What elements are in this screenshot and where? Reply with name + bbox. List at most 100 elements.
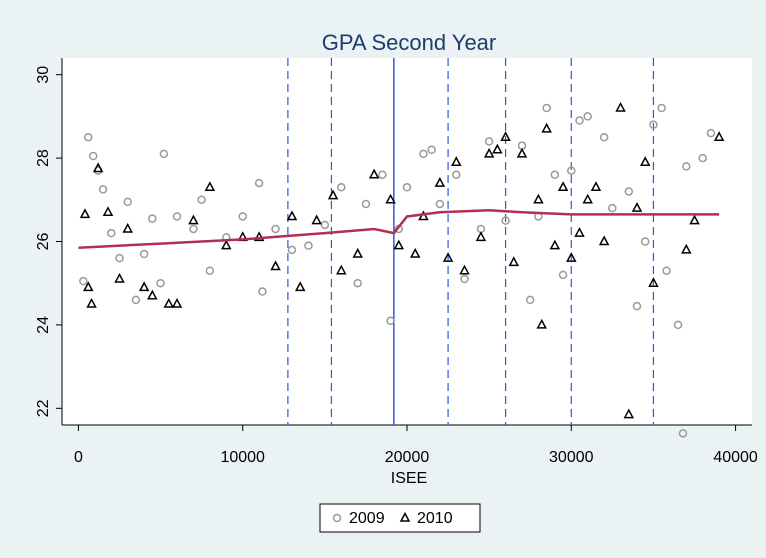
- point: [508, 256, 520, 267]
- legend-label: 2010: [417, 510, 453, 527]
- point: [254, 178, 264, 188]
- point: [574, 227, 585, 237]
- point: [271, 224, 280, 234]
- point: [623, 408, 635, 419]
- x-tick-label: 20000: [385, 449, 430, 466]
- chart-title: GPA Second Year: [322, 30, 497, 55]
- point: [79, 208, 91, 219]
- point: [492, 143, 503, 154]
- y-tick-label: 22: [35, 399, 52, 417]
- point: [689, 214, 700, 225]
- point: [86, 297, 97, 308]
- point: [253, 231, 265, 242]
- x-axis-label: ISEE: [391, 470, 427, 487]
- point: [434, 177, 446, 187]
- point: [682, 162, 691, 171]
- point: [102, 206, 114, 217]
- point: [393, 239, 405, 250]
- point: [123, 197, 132, 207]
- point: [189, 224, 198, 234]
- point: [624, 187, 634, 196]
- point: [148, 214, 157, 223]
- point: [114, 272, 125, 283]
- point: [172, 212, 182, 221]
- point: [706, 128, 716, 138]
- point: [640, 237, 650, 246]
- legend: [319, 503, 481, 533]
- point: [631, 202, 643, 212]
- point: [632, 301, 642, 311]
- point: [427, 145, 436, 154]
- point: [361, 199, 371, 209]
- point: [311, 214, 322, 225]
- point: [83, 281, 94, 292]
- point: [159, 149, 169, 159]
- legend-marker: [399, 511, 411, 522]
- point: [549, 239, 561, 250]
- point: [713, 131, 725, 141]
- fit-line: [78, 208, 720, 250]
- point: [550, 170, 560, 180]
- point: [197, 195, 206, 205]
- point: [599, 132, 609, 142]
- point: [171, 297, 183, 308]
- point: [460, 274, 469, 284]
- point: [648, 277, 659, 287]
- y-tick-label: 28: [35, 149, 52, 167]
- point: [590, 181, 602, 192]
- point: [337, 183, 346, 192]
- point: [452, 170, 461, 180]
- x-tick-label: 0: [74, 449, 83, 466]
- y-tick-label: 30: [35, 66, 52, 84]
- point: [673, 320, 683, 330]
- point: [163, 297, 175, 308]
- point: [258, 287, 267, 296]
- point: [566, 252, 577, 262]
- y-tick-label: 24: [35, 316, 52, 334]
- point: [353, 278, 362, 288]
- point: [698, 153, 707, 163]
- point: [270, 260, 281, 271]
- point: [122, 222, 133, 233]
- point: [575, 116, 584, 125]
- point: [88, 151, 98, 161]
- point: [368, 168, 380, 179]
- point: [582, 193, 593, 204]
- point: [419, 149, 428, 159]
- legend-label: 2009: [349, 510, 385, 527]
- point: [542, 103, 551, 113]
- point: [475, 231, 487, 242]
- point: [536, 318, 547, 329]
- point: [304, 241, 313, 250]
- point: [541, 122, 552, 133]
- point: [501, 216, 510, 225]
- point: [558, 270, 568, 280]
- point: [525, 295, 535, 305]
- point: [678, 429, 688, 438]
- point: [516, 147, 528, 158]
- point: [451, 156, 462, 167]
- point: [385, 193, 396, 204]
- x-tick-label: 10000: [220, 449, 265, 466]
- x-tick-label: 40000: [713, 449, 758, 466]
- point: [138, 281, 150, 292]
- point: [557, 181, 569, 192]
- point: [320, 220, 330, 230]
- point: [583, 112, 592, 121]
- point: [608, 203, 617, 213]
- point: [657, 103, 666, 113]
- point: [188, 214, 199, 225]
- point: [286, 210, 298, 221]
- point: [378, 170, 387, 180]
- point: [409, 247, 421, 258]
- point: [500, 131, 511, 141]
- point: [459, 264, 470, 275]
- point: [402, 183, 412, 192]
- point: [483, 147, 495, 158]
- point: [639, 156, 651, 167]
- point: [442, 252, 454, 262]
- point: [662, 266, 671, 275]
- point: [484, 137, 494, 146]
- point: [79, 276, 88, 286]
- point: [567, 166, 576, 175]
